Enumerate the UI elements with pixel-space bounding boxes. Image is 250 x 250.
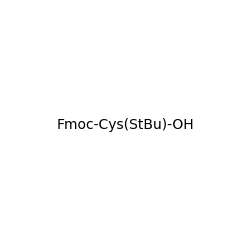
Text: Fmoc-Cys(StBu)-OH: Fmoc-Cys(StBu)-OH	[56, 118, 194, 132]
